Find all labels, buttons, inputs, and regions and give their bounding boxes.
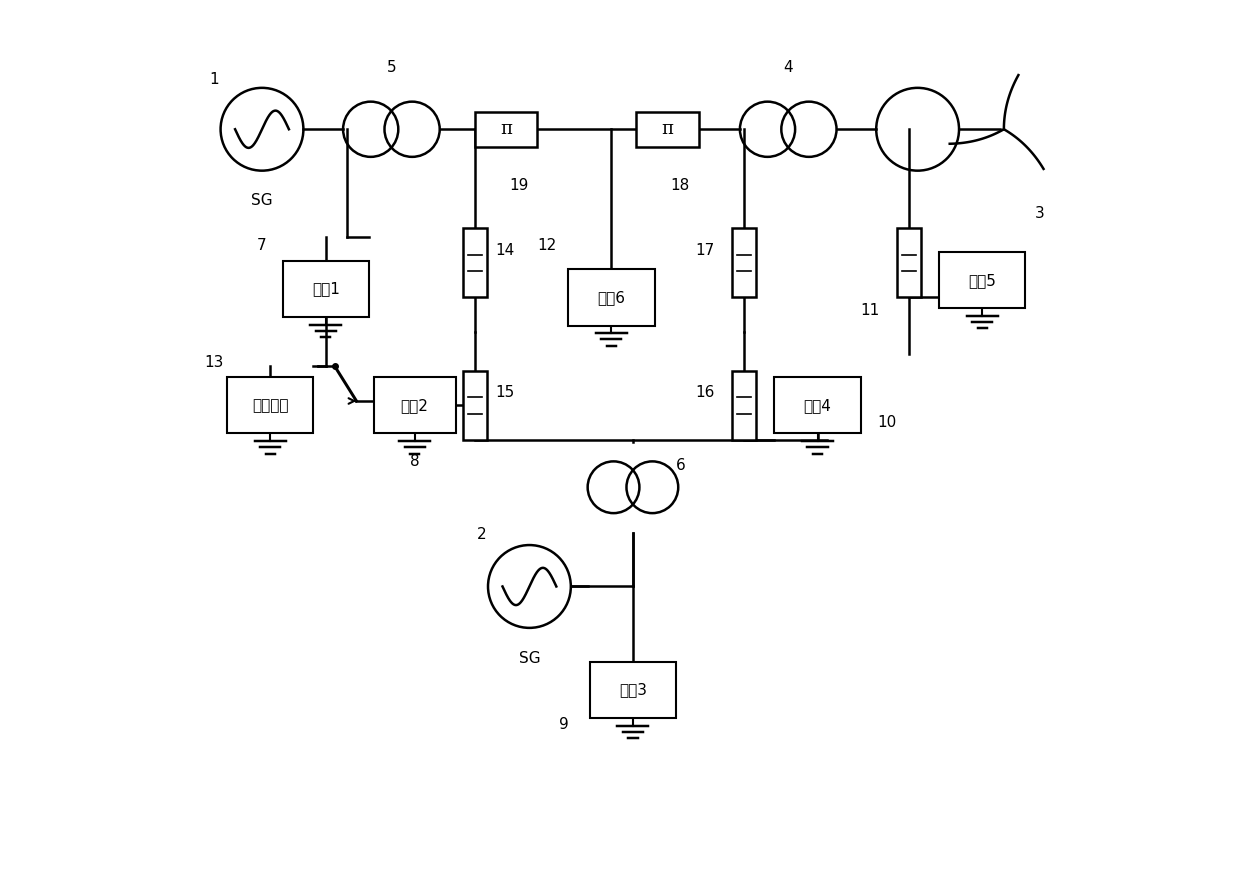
Text: 9: 9 bbox=[559, 717, 569, 732]
Text: SG: SG bbox=[252, 193, 273, 208]
Bar bbox=[939, 253, 1025, 308]
Bar bbox=[590, 662, 676, 718]
Text: π: π bbox=[500, 120, 512, 138]
Bar bbox=[283, 260, 370, 317]
Text: 2: 2 bbox=[477, 527, 487, 543]
Text: 8: 8 bbox=[410, 454, 419, 469]
Bar bbox=[732, 371, 756, 440]
Bar bbox=[897, 228, 921, 298]
Bar bbox=[227, 377, 314, 434]
Bar bbox=[475, 112, 537, 146]
Text: 3: 3 bbox=[1035, 206, 1045, 221]
Text: 11: 11 bbox=[861, 303, 880, 318]
Text: 负荷2: 负荷2 bbox=[401, 398, 429, 413]
Text: 13: 13 bbox=[205, 354, 223, 369]
Text: 1: 1 bbox=[210, 71, 219, 87]
Bar bbox=[373, 377, 455, 434]
Text: 12: 12 bbox=[537, 238, 557, 253]
Text: 7: 7 bbox=[257, 238, 265, 253]
Bar bbox=[732, 228, 756, 298]
Text: 15: 15 bbox=[496, 385, 515, 400]
Text: 附加负荷: 附加负荷 bbox=[252, 398, 289, 413]
Text: 负荷5: 负荷5 bbox=[968, 273, 996, 287]
Text: π: π bbox=[661, 120, 673, 138]
Text: 14: 14 bbox=[496, 242, 515, 258]
Text: 19: 19 bbox=[510, 178, 528, 192]
Bar bbox=[463, 228, 487, 298]
Text: 10: 10 bbox=[877, 415, 897, 430]
Text: 5: 5 bbox=[387, 59, 397, 75]
Text: 18: 18 bbox=[671, 178, 689, 192]
Text: 负荷6: 负荷6 bbox=[598, 290, 625, 305]
Text: 4: 4 bbox=[784, 59, 794, 75]
Text: 16: 16 bbox=[696, 385, 715, 400]
Text: SG: SG bbox=[518, 651, 541, 665]
Bar bbox=[775, 377, 861, 434]
Text: 负荷3: 负荷3 bbox=[619, 683, 647, 698]
Bar bbox=[463, 371, 487, 440]
Text: 负荷1: 负荷1 bbox=[312, 281, 340, 296]
Bar bbox=[568, 269, 655, 326]
Text: 6: 6 bbox=[676, 458, 686, 473]
Text: 17: 17 bbox=[696, 242, 715, 258]
Text: 负荷4: 负荷4 bbox=[804, 398, 832, 413]
Bar bbox=[636, 112, 698, 146]
